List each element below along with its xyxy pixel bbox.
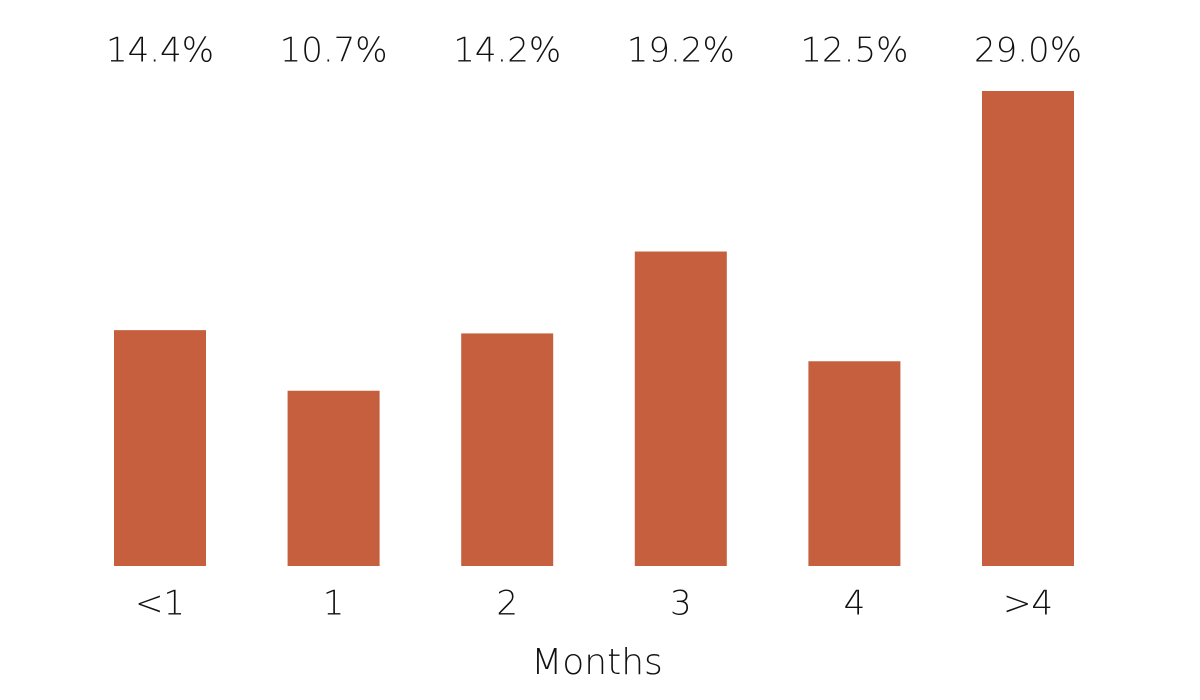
bar: [461, 333, 554, 566]
bar: [808, 361, 901, 566]
value-label: 19.2%: [627, 31, 735, 71]
bar: [114, 330, 206, 566]
x-tick-label: 4: [844, 584, 866, 624]
x-tick-label: 2: [496, 584, 518, 624]
bar: [982, 91, 1074, 566]
x-tick-label: 1: [323, 584, 345, 624]
value-label: 10.7%: [280, 31, 388, 71]
x-axis-label: Months: [531, 642, 663, 683]
bar: [287, 390, 380, 566]
value-label: 12.5%: [800, 31, 908, 71]
x-tick-label: 3: [670, 584, 692, 624]
x-tick-label: >4: [1003, 584, 1053, 624]
value-label: 29.0%: [974, 31, 1082, 71]
bar: [634, 251, 727, 566]
value-label: 14.4%: [106, 31, 214, 71]
x-tick-label: <1: [135, 584, 185, 624]
value-label: 14.2%: [453, 31, 561, 71]
